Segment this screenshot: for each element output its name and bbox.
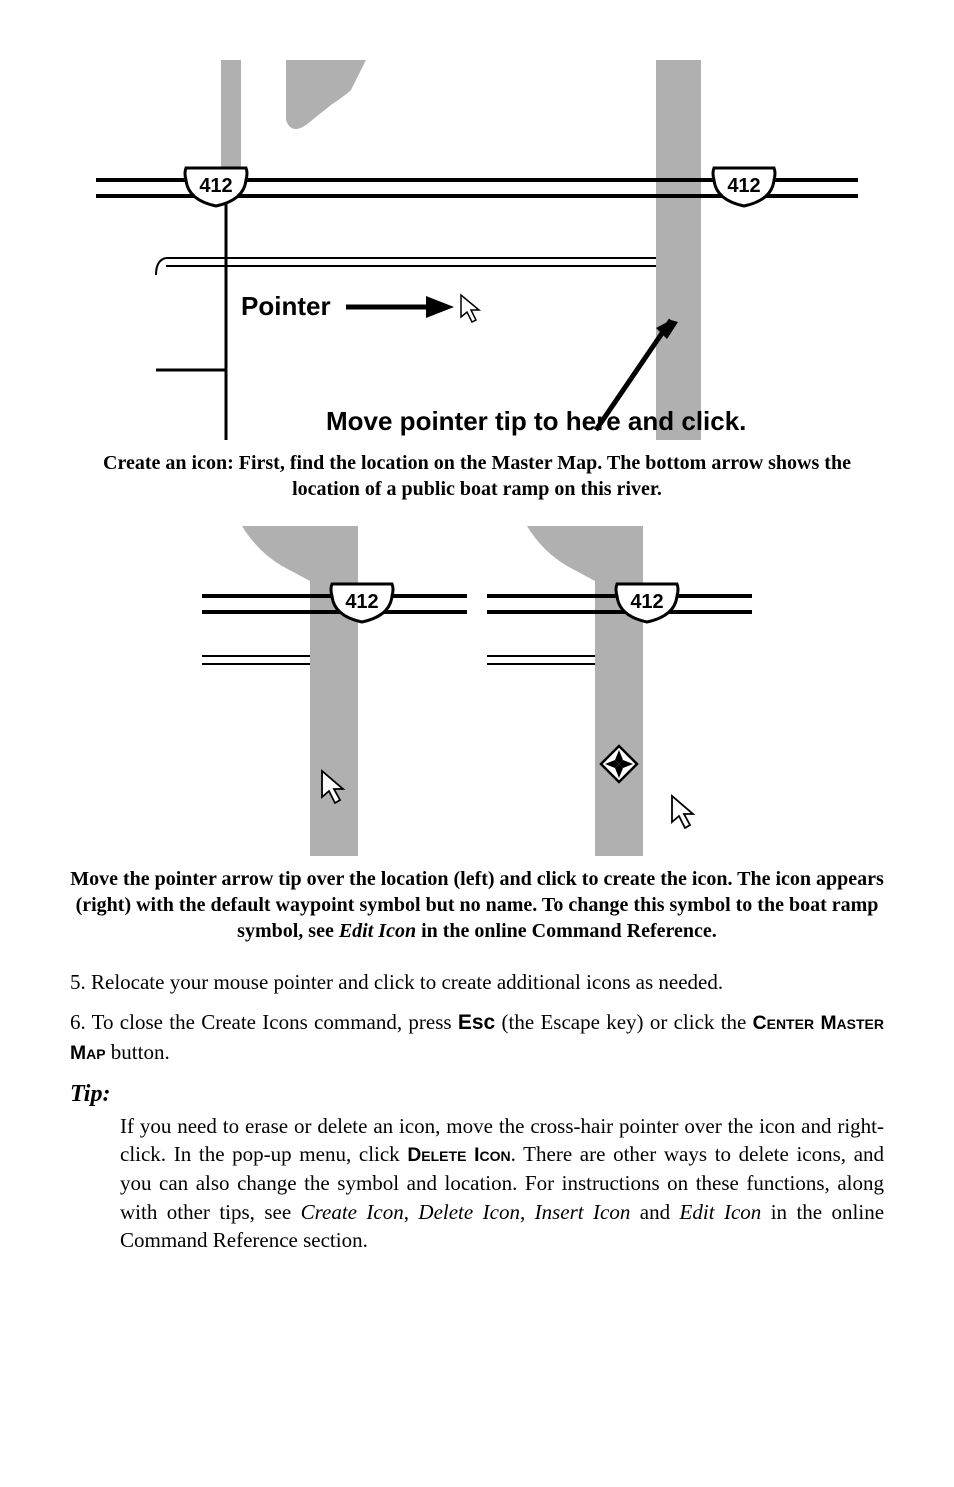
shield-left-label: 412 (199, 175, 232, 197)
tip-heading: Tip: (70, 1081, 884, 1108)
svg-text:412: 412 (345, 591, 378, 613)
paragraph-step5: 5. Relocate your mouse pointer and click… (70, 968, 884, 996)
svg-text:412: 412 (630, 591, 663, 613)
figure1-bottom-label: Move pointer tip to here and click. (326, 406, 746, 436)
figure-two-panels: 412 412 (70, 526, 884, 856)
shield-right-label: 412 (727, 175, 760, 197)
figure2-right: 412 (487, 526, 752, 856)
caption-figure1: Create an icon: First, find the location… (70, 450, 884, 502)
figure2-left: 412 (202, 526, 467, 856)
paragraph-step6: 6. To close the Create Icons command, pr… (70, 1008, 884, 1066)
tip-body: If you need to erase or delete an icon, … (120, 1112, 884, 1254)
figure-master-map: 412 412 Pointer Move pointer tip to here… (96, 60, 858, 440)
caption-figure2: Move the pointer arrow tip over the loca… (70, 866, 884, 944)
pointer-label: Pointer (241, 291, 331, 321)
